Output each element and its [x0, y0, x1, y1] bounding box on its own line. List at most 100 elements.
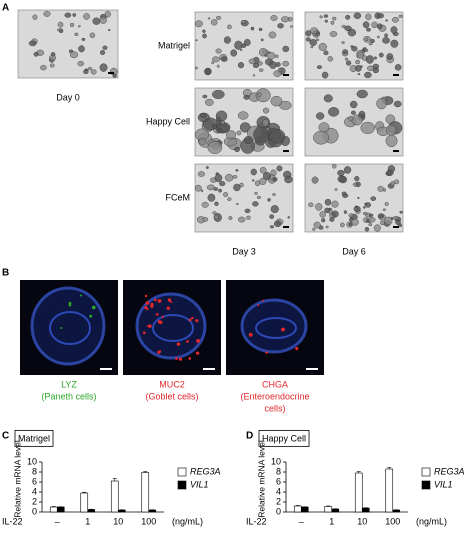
organoid — [72, 13, 77, 17]
organoid — [385, 134, 398, 148]
organoid — [243, 38, 251, 46]
y-tick-label: 8 — [276, 466, 281, 476]
organoid — [356, 51, 364, 59]
organoid — [278, 67, 283, 72]
organoid — [364, 202, 367, 206]
organoid — [268, 31, 277, 39]
organoid — [262, 171, 271, 181]
organoid — [329, 217, 335, 222]
organoid — [378, 52, 384, 58]
organoid — [108, 29, 111, 32]
legend-swatch — [177, 467, 187, 477]
organoid — [360, 121, 375, 134]
organoid — [315, 38, 320, 41]
organoid — [197, 171, 205, 177]
organoid — [238, 216, 246, 223]
organoid — [236, 130, 242, 136]
row-label: FCeM — [166, 192, 191, 202]
micrograph — [304, 87, 404, 157]
organoid — [84, 68, 88, 71]
organoid — [281, 16, 290, 23]
organoid — [225, 130, 237, 140]
organoid — [212, 211, 217, 215]
organoid — [269, 225, 274, 229]
bar — [87, 509, 96, 513]
error-bar — [356, 471, 361, 473]
organoid — [321, 218, 326, 223]
organoid — [243, 94, 251, 100]
organoid — [88, 66, 92, 71]
organoid — [194, 20, 203, 28]
scale-bar — [393, 150, 399, 152]
organoid — [202, 94, 208, 99]
organoid-lumen — [255, 317, 297, 339]
organoid — [235, 169, 239, 172]
organoid — [74, 32, 79, 37]
organoid — [331, 210, 339, 218]
fluorescence-image — [226, 280, 324, 375]
organoid — [331, 200, 339, 208]
organoid — [341, 24, 346, 29]
organoid — [204, 68, 212, 75]
organoid — [365, 55, 374, 64]
bar — [49, 506, 58, 513]
scale-bar — [100, 368, 112, 370]
organoid — [259, 166, 267, 174]
organoid — [252, 63, 260, 68]
organoid — [89, 32, 96, 39]
x-tick-label: – — [55, 516, 60, 526]
stain-spot — [153, 298, 157, 302]
organoid — [398, 223, 403, 227]
organoid-outline — [30, 286, 106, 366]
column-label: Day 3 — [232, 246, 256, 256]
scale-bar — [393, 226, 399, 228]
bar — [141, 472, 150, 513]
organoid — [358, 110, 366, 118]
bar — [354, 472, 363, 513]
organoid — [341, 191, 347, 196]
fluorescence-image — [20, 280, 118, 375]
organoid — [327, 56, 333, 62]
stain-spot — [60, 327, 63, 330]
organoid — [357, 196, 360, 199]
error-bar — [112, 478, 117, 481]
organoid — [219, 181, 226, 187]
organoid — [366, 27, 371, 32]
organoid — [348, 115, 354, 122]
organoid — [348, 213, 354, 218]
stain-spot — [157, 299, 162, 303]
stain-spot — [167, 298, 172, 302]
organoid — [324, 198, 332, 206]
organoid — [32, 14, 38, 20]
stain-spot — [262, 299, 265, 302]
organoid — [364, 71, 372, 79]
organoid — [90, 69, 97, 75]
organoid — [354, 176, 360, 182]
organoid — [386, 124, 397, 136]
organoid — [355, 64, 362, 72]
organoid — [273, 220, 282, 227]
organoid — [236, 202, 239, 205]
scale-bar — [283, 226, 289, 228]
stain-spot — [142, 331, 146, 335]
organoid — [237, 62, 245, 69]
organoid — [316, 112, 325, 120]
organoid — [311, 176, 319, 184]
organoid — [353, 205, 361, 213]
organoid — [28, 40, 37, 47]
organoid — [262, 107, 270, 114]
organoid — [227, 24, 232, 30]
organoid — [258, 27, 263, 31]
organoid — [363, 211, 368, 216]
stain-spot — [178, 357, 183, 361]
organoid — [234, 40, 243, 50]
y-tick-label: 8 — [32, 466, 37, 476]
organoid — [365, 13, 372, 21]
stain-spot — [144, 294, 148, 298]
organoid — [377, 213, 385, 219]
organoid — [194, 66, 198, 70]
organoid — [312, 227, 316, 231]
organoid — [370, 38, 375, 43]
organoid — [267, 198, 271, 202]
organoid — [343, 210, 348, 214]
